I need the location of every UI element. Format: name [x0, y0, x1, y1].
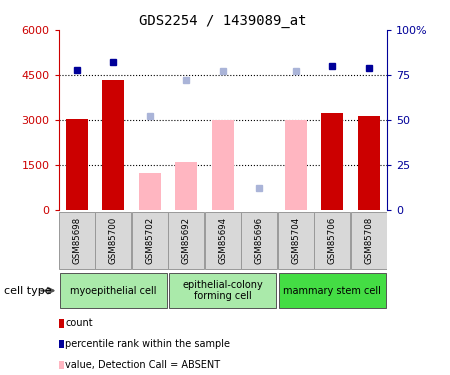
- FancyBboxPatch shape: [279, 273, 386, 308]
- Text: count: count: [65, 318, 93, 328]
- Text: GSM85706: GSM85706: [328, 216, 337, 264]
- FancyBboxPatch shape: [351, 213, 387, 269]
- FancyBboxPatch shape: [168, 213, 204, 269]
- Text: mammary stem cell: mammary stem cell: [284, 286, 381, 296]
- Bar: [321, 112, 343, 210]
- FancyBboxPatch shape: [95, 213, 131, 269]
- FancyBboxPatch shape: [315, 213, 350, 269]
- Bar: [102, 80, 124, 210]
- FancyBboxPatch shape: [132, 213, 168, 269]
- Text: GSM85704: GSM85704: [291, 216, 300, 264]
- Text: GSM85698: GSM85698: [72, 216, 81, 264]
- Text: epithelial-colony
forming cell: epithelial-colony forming cell: [182, 280, 263, 302]
- FancyBboxPatch shape: [170, 273, 276, 308]
- Bar: [358, 116, 380, 210]
- Text: GSM85700: GSM85700: [109, 216, 118, 264]
- FancyBboxPatch shape: [59, 213, 94, 269]
- FancyBboxPatch shape: [278, 213, 314, 269]
- Text: percentile rank within the sample: percentile rank within the sample: [65, 339, 230, 349]
- Text: value, Detection Call = ABSENT: value, Detection Call = ABSENT: [65, 360, 220, 370]
- FancyBboxPatch shape: [60, 273, 166, 308]
- Title: GDS2254 / 1439089_at: GDS2254 / 1439089_at: [139, 13, 306, 28]
- FancyBboxPatch shape: [205, 213, 241, 269]
- Text: GSM85702: GSM85702: [145, 216, 154, 264]
- Bar: [176, 162, 197, 210]
- Text: GSM85692: GSM85692: [182, 216, 191, 264]
- FancyBboxPatch shape: [241, 213, 277, 269]
- Bar: [66, 118, 88, 210]
- Text: GSM85696: GSM85696: [255, 216, 264, 264]
- Bar: [285, 120, 307, 210]
- Text: GSM85708: GSM85708: [364, 216, 373, 264]
- Text: GSM85694: GSM85694: [218, 216, 227, 264]
- Bar: [212, 120, 234, 210]
- Text: cell type: cell type: [4, 286, 52, 296]
- Bar: [139, 172, 161, 210]
- Text: myoepithelial cell: myoepithelial cell: [70, 286, 157, 296]
